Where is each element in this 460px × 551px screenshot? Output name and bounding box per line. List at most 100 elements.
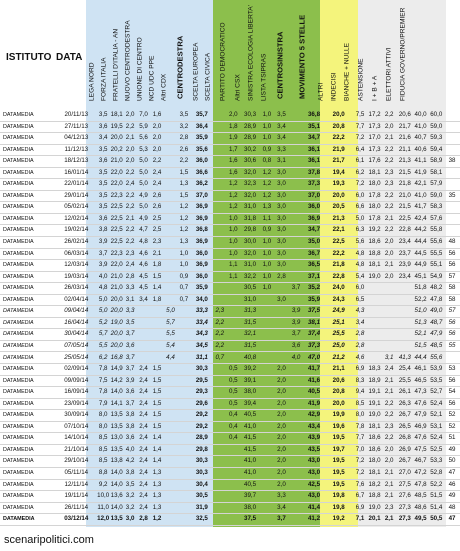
- value-cell: 18,8: [367, 248, 382, 261]
- value-cell: 30,3: [190, 363, 214, 376]
- date-cell: 11/12/13: [56, 144, 97, 157]
- value-cell: 7,8: [96, 363, 110, 376]
- value-cell: 3,6: [123, 432, 137, 445]
- value-cell: 5,0: [136, 201, 151, 214]
- value-cell: 2,0: [381, 121, 397, 134]
- value-cell: 3,0: [273, 294, 290, 307]
- value-cell: 2,8: [352, 328, 368, 341]
- istituto-cell: DATAMEDIA: [0, 190, 57, 203]
- value-cell: 3,7: [123, 328, 137, 341]
- column-header: CENTRODESTRA: [175, 35, 185, 99]
- table-row: DATAMEDIA 29/01/14 3,5 22,3 2,2 4,9 2,6 1,5 37,0…: [0, 190, 460, 203]
- value-cell: 2,4: [136, 363, 151, 376]
- value-cell: [163, 455, 178, 468]
- date-cell: 16/04/14: [56, 317, 97, 330]
- value-cell: 52,2: [412, 294, 429, 307]
- value-cell: 3,4: [136, 294, 151, 307]
- date-cell: 29/10/14: [56, 455, 97, 468]
- table-row: DATAMEDIA 30/04/14 5,7 20,0 3,7 5,5 34,3 2,2 32,…: [0, 328, 460, 341]
- value-cell: [260, 351, 274, 365]
- value-cell: 2,2: [123, 121, 137, 134]
- value-cell: 3,5: [96, 178, 110, 191]
- value-cell: 11,0: [96, 502, 110, 515]
- value-cell: 2,0: [226, 110, 240, 122]
- value-cell: 19,8: [325, 490, 353, 503]
- column-header: FORZA ITALIA: [100, 57, 108, 101]
- value-cell: 1,4: [150, 282, 164, 295]
- value-cell: 24,9: [325, 305, 353, 318]
- value-cell: [213, 224, 227, 237]
- value-cell: 2,1: [123, 132, 137, 145]
- value-cell: 56: [444, 375, 460, 388]
- value-cell: 57,6: [428, 213, 445, 226]
- value-cell: 18,6: [367, 236, 382, 249]
- value-cell: 3,7: [96, 248, 110, 261]
- value-cell: 4,6: [136, 248, 151, 261]
- value-cell: [163, 213, 178, 226]
- value-cell: 28,9: [239, 121, 261, 134]
- value-cell: [444, 351, 460, 365]
- table-row: DATAMEDIA 02/04/14 5,0 20,0 3,1 3,4 1,8 0,7 34,0…: [0, 294, 460, 307]
- value-cell: 5,4: [163, 340, 178, 353]
- value-cell: 2,4: [136, 409, 151, 422]
- value-cell: 44,9: [412, 259, 429, 272]
- istituto-cell: DATAMEDIA: [0, 351, 57, 365]
- value-cell: 5,0: [136, 155, 151, 168]
- value-cell: 23,7: [397, 248, 413, 261]
- value-cell: 17,0: [367, 132, 382, 145]
- value-cell: 45,1: [412, 271, 429, 284]
- value-cell: 39,7: [239, 490, 261, 503]
- value-cell: [367, 317, 382, 330]
- value-cell: [163, 201, 178, 214]
- value-cell: [213, 375, 227, 388]
- istituto-cell: DATAMEDIA: [0, 455, 57, 468]
- value-cell: 3,6: [123, 386, 137, 399]
- date-cell: 07/10/14: [56, 421, 97, 434]
- value-cell: [213, 513, 227, 526]
- value-cell: [177, 340, 191, 353]
- value-cell: [289, 421, 303, 434]
- value-cell: [260, 305, 274, 318]
- value-cell: 20,6: [325, 375, 353, 388]
- value-cell: 5,7: [163, 317, 178, 330]
- value-cell: 2,0: [150, 144, 164, 157]
- value-cell: 2,2: [123, 224, 137, 237]
- value-cell: [289, 398, 303, 411]
- value-cell: 3,5: [123, 479, 137, 492]
- value-cell: 37,0: [302, 190, 326, 203]
- value-cell: 47,8: [428, 294, 445, 307]
- date-cell: 04/12/13: [56, 132, 97, 145]
- value-cell: 38: [444, 155, 460, 168]
- value-cell: [381, 317, 397, 330]
- value-cell: 2,1: [381, 213, 397, 226]
- value-cell: 20,0: [325, 110, 353, 122]
- value-cell: 25,1: [325, 317, 353, 330]
- value-cell: 1,5: [150, 421, 164, 434]
- value-cell: 2,1: [123, 213, 137, 226]
- column-header: ALTRI: [317, 82, 325, 101]
- value-cell: 37,0: [190, 190, 214, 203]
- istituto-cell: DATAMEDIA: [0, 259, 57, 272]
- value-cell: 2,1: [381, 513, 397, 526]
- value-cell: [226, 444, 240, 457]
- value-cell: 3,1: [381, 351, 397, 365]
- value-cell: [289, 479, 303, 492]
- table-row: DATAMEDIA 05/02/14 3,5 22,5 2,2 5,0 2,6 1,2 36,9…: [0, 201, 460, 214]
- value-cell: 36,9: [302, 213, 326, 226]
- value-cell: 36,9: [190, 201, 214, 214]
- value-cell: 34,7: [302, 132, 326, 145]
- value-cell: 3,7: [289, 328, 303, 341]
- value-cell: 21,0: [109, 282, 124, 295]
- value-cell: [367, 305, 382, 318]
- value-cell: 2,1: [381, 375, 397, 388]
- date-cell: 02/09/14: [56, 363, 97, 376]
- value-cell: 1,5: [150, 363, 164, 376]
- value-cell: [136, 328, 151, 341]
- value-cell: 3,0: [273, 224, 290, 237]
- value-cell: 36,1: [302, 155, 326, 168]
- value-cell: 2,5: [150, 213, 164, 226]
- value-cell: 14,9: [109, 363, 124, 376]
- value-cell: [213, 282, 227, 295]
- table-row: DATAMEDIA 30/09/14 8,0 13,5 3,8 2,4 1,5 29,2 0,4…: [0, 409, 460, 422]
- table-row: DATAMEDIA 09/09/14 7,5 14,2 3,9 2,4 1,5 29,5 0,5…: [0, 375, 460, 388]
